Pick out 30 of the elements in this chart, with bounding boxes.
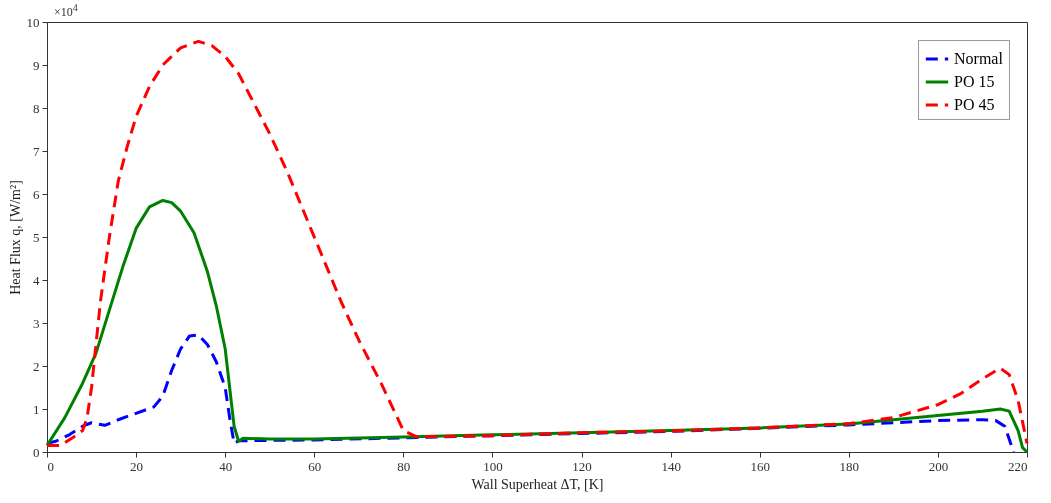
x-tick-label: 20 — [130, 458, 144, 474]
y-tick-label: 3 — [33, 315, 40, 331]
y-tick-label: 5 — [33, 229, 40, 245]
y-tick-label: 1 — [33, 401, 40, 417]
y-tick-label: 6 — [33, 186, 40, 202]
x-tick-label: 200 — [928, 458, 949, 474]
x-tick-label: 140 — [661, 458, 681, 474]
line-series — [45, 39, 1029, 448]
y-tick-label: 9 — [33, 57, 40, 73]
y-tick-label: 4 — [33, 272, 40, 288]
y-tick-label: 10 — [26, 14, 40, 30]
y-tick-label: 2 — [33, 358, 40, 374]
x-tick-label: 0 — [47, 458, 54, 474]
x-tick-label: 220 — [1008, 458, 1028, 474]
x-tick-label: 160 — [750, 458, 770, 474]
y-tick-label: 0 — [33, 444, 40, 460]
y-tick-label: 7 — [33, 143, 40, 159]
y-axis-title: Heat Flux q, [W/m²] — [7, 180, 23, 295]
x-axis-title: Wall Superheat ΔT, [K] — [471, 476, 604, 492]
x-tick-label: 80 — [397, 458, 411, 474]
y-tick-label: 8 — [33, 100, 40, 116]
text: ×10$^{4}$ — [54, 2, 78, 20]
x-tick-label: 180 — [839, 458, 860, 474]
x-tick-label: 100 — [483, 458, 503, 474]
x-tick-label: 40 — [219, 458, 233, 474]
legend-label: Normal — [954, 50, 1004, 67]
x-tick-label: 60 — [308, 458, 322, 474]
legend-label: PO 15 — [954, 73, 995, 90]
legend-label: PO 45 — [954, 96, 995, 113]
x-tick-label: 120 — [572, 458, 592, 474]
